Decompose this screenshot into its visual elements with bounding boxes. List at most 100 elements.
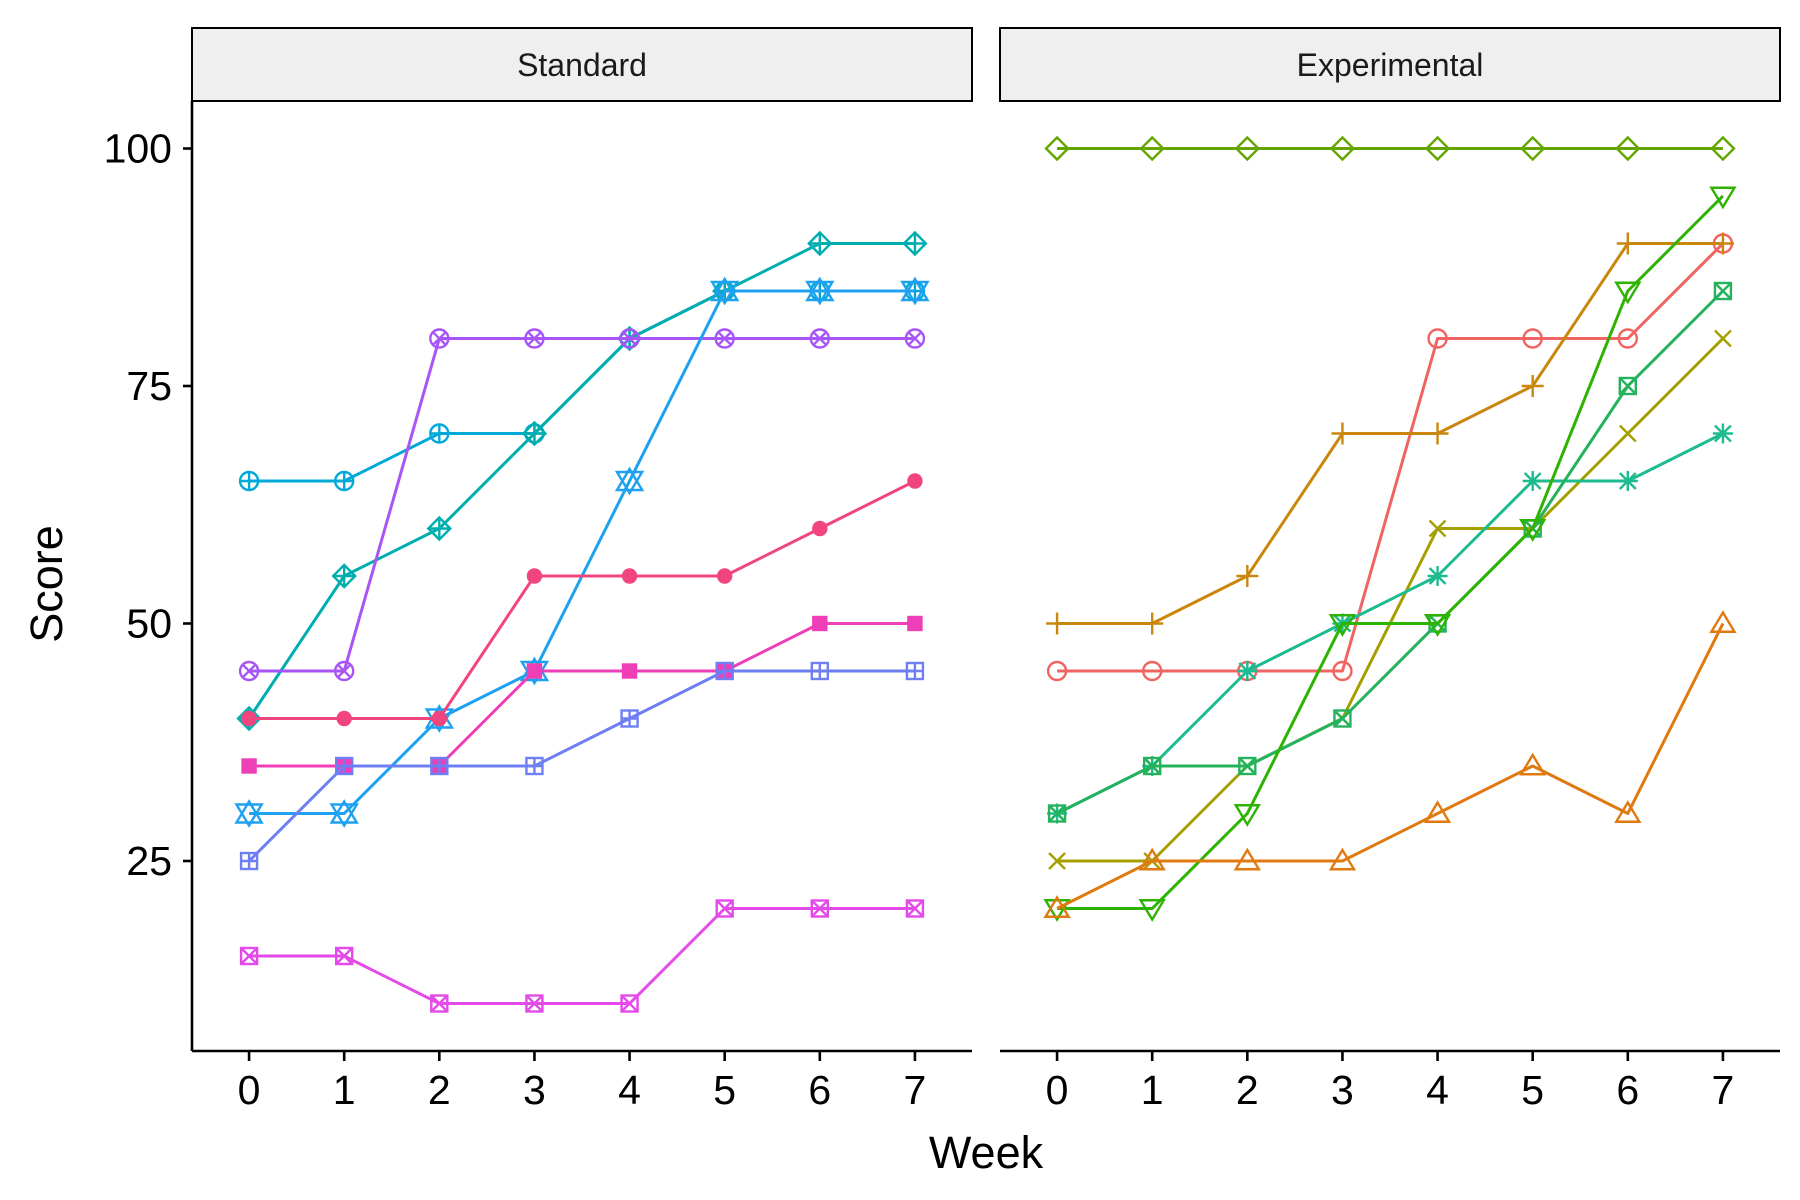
data-point	[1709, 186, 1737, 210]
data-point	[1426, 422, 1449, 445]
data-point	[1142, 756, 1162, 776]
data-point	[1237, 661, 1258, 681]
data-point	[1328, 847, 1357, 871]
data-point	[239, 946, 259, 966]
data-point	[238, 660, 260, 682]
series-line	[249, 479, 916, 720]
data-point	[1044, 135, 1070, 162]
data-point	[431, 710, 448, 727]
strip-label-standard: Standard	[517, 47, 647, 83]
data-point	[715, 661, 734, 681]
data-point	[715, 899, 734, 918]
data-point	[805, 276, 835, 306]
data-point	[1614, 281, 1642, 305]
data-point	[810, 661, 830, 681]
series-standard-5	[241, 473, 923, 727]
data-point	[904, 328, 926, 349]
y-tick-label: 25	[126, 838, 172, 884]
y-axis-title: Score	[21, 525, 72, 643]
marks-experimental	[1043, 135, 1737, 922]
series-line	[249, 622, 915, 768]
data-point	[812, 615, 828, 632]
data-point	[1427, 328, 1448, 349]
data-point	[241, 758, 257, 774]
strip-experimental	[999, 27, 1781, 102]
x-tick-label: 2	[428, 1067, 451, 1113]
x-tick-label: 4	[1426, 1067, 1449, 1113]
data-point	[524, 328, 545, 349]
data-point	[426, 515, 453, 542]
series-standard-7	[239, 661, 925, 871]
data-point	[1139, 135, 1165, 162]
data-point	[1617, 328, 1639, 349]
data-point	[709, 276, 740, 306]
data-point	[1233, 804, 1261, 827]
data-point	[621, 663, 638, 679]
data-point	[1428, 519, 1447, 538]
data-point	[1709, 610, 1737, 633]
data-point	[239, 851, 259, 871]
data-point	[1714, 329, 1732, 348]
data-point	[1047, 804, 1067, 823]
data-point	[614, 466, 645, 496]
series-line	[248, 669, 915, 863]
data-point	[621, 568, 638, 584]
data-point	[1423, 800, 1452, 823]
data-point	[1711, 232, 1734, 255]
data-point	[241, 710, 257, 727]
data-point	[1424, 135, 1451, 162]
data-point	[905, 899, 925, 918]
data-point	[1614, 800, 1642, 823]
data-point	[238, 470, 260, 492]
data-point	[1521, 375, 1544, 397]
data-point	[1329, 135, 1356, 162]
data-point	[1048, 852, 1066, 870]
data-point	[809, 328, 831, 349]
data-point	[1519, 519, 1547, 542]
data-point	[329, 799, 359, 828]
data-point	[526, 568, 543, 584]
data-point	[525, 756, 544, 776]
series-experimental-1	[1044, 135, 1736, 162]
data-point	[334, 756, 354, 776]
series-standard-3	[238, 328, 926, 682]
data-point	[620, 709, 639, 728]
data-point	[1328, 614, 1357, 637]
data-point	[1141, 612, 1164, 635]
data-point	[1333, 709, 1352, 728]
data-point	[1617, 471, 1638, 491]
data-point	[1138, 899, 1166, 922]
series-line	[249, 289, 915, 815]
data-point	[1233, 847, 1261, 871]
series-line	[249, 337, 915, 673]
data-point	[333, 470, 355, 492]
data-point	[429, 328, 450, 349]
data-point	[1712, 423, 1733, 444]
data-point	[1331, 422, 1354, 445]
x-tick-label: 5	[713, 1067, 736, 1113]
series-line	[249, 907, 915, 1005]
data-point	[1141, 660, 1163, 682]
y-tick-label: 50	[126, 601, 172, 647]
data-point	[1616, 232, 1639, 255]
data-point	[1043, 895, 1071, 918]
data-point	[1236, 565, 1259, 587]
data-point	[525, 994, 544, 1013]
data-point	[234, 799, 264, 828]
data-point	[1138, 847, 1166, 871]
data-point	[336, 710, 352, 727]
panel-standard: Standard	[191, 27, 973, 1013]
data-point	[1427, 566, 1448, 586]
series-standard-6	[241, 615, 923, 774]
data-point	[810, 899, 830, 918]
strip-standard	[191, 27, 973, 102]
data-point	[907, 615, 923, 632]
x-tick-label: 3	[523, 1067, 546, 1113]
series-experimental-5	[1047, 423, 1733, 824]
x-tick-label: 6	[1616, 1067, 1639, 1113]
data-point	[1046, 612, 1069, 635]
data-point	[331, 563, 357, 589]
x-tick-label: 0	[1046, 1067, 1069, 1113]
x-tick-label: 7	[1712, 1067, 1735, 1113]
